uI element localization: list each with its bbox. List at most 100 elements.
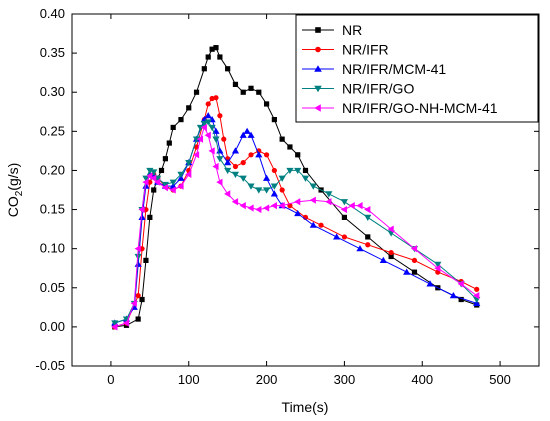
data-point — [196, 124, 205, 132]
data-point — [286, 167, 294, 175]
data-point — [147, 214, 153, 220]
data-point — [248, 152, 254, 158]
data-point — [216, 156, 224, 163]
data-point — [208, 124, 216, 132]
y-tick-label: 0.10 — [40, 241, 65, 256]
data-point — [387, 225, 394, 233]
data-point — [205, 54, 211, 60]
data-point — [204, 131, 211, 139]
data-point — [178, 117, 184, 123]
legend-marker — [315, 46, 321, 53]
data-point — [158, 167, 165, 174]
data-point — [186, 105, 192, 111]
data-point — [151, 187, 157, 193]
legend-label: NR/IFR — [342, 42, 389, 58]
y-axis-title: CO2(g/s) — [5, 163, 25, 218]
data-point — [212, 136, 220, 143]
legend-item: NR/IFR — [302, 42, 389, 58]
data-point — [247, 204, 254, 212]
legend-box — [295, 14, 539, 123]
data-point — [205, 101, 211, 107]
data-point — [388, 249, 394, 256]
data-point — [142, 175, 150, 182]
data-point — [356, 245, 364, 252]
data-point — [255, 187, 263, 194]
data-point — [341, 234, 348, 240]
y-tick-label: 0.30 — [40, 84, 65, 99]
data-point — [247, 183, 255, 190]
data-point — [270, 183, 278, 190]
data-point — [192, 151, 200, 159]
data-point — [458, 296, 464, 303]
data-point — [201, 66, 207, 72]
data-point — [365, 242, 371, 248]
data-point — [185, 160, 193, 167]
x-tick-label: 200 — [256, 372, 278, 387]
data-point — [161, 181, 169, 189]
data-point — [143, 257, 149, 263]
data-point — [177, 182, 184, 190]
data-point — [232, 81, 239, 87]
x-tick-label: 300 — [334, 372, 356, 387]
data-point — [240, 160, 246, 166]
data-point — [255, 205, 262, 214]
data-point — [216, 178, 223, 186]
x-tick-label: 0 — [107, 372, 114, 387]
data-point — [169, 186, 176, 194]
data-point — [340, 205, 348, 214]
data-point — [262, 187, 271, 194]
data-point — [170, 124, 176, 131]
data-point — [411, 269, 418, 275]
data-point — [294, 167, 302, 175]
data-point — [365, 234, 371, 240]
data-point — [403, 268, 411, 275]
data-point — [309, 221, 317, 228]
data-point — [231, 198, 239, 206]
y-tick-label: 0.00 — [40, 319, 65, 334]
data-point — [279, 136, 285, 142]
data-point — [139, 296, 145, 303]
y-tick-label: 0.20 — [40, 162, 65, 177]
data-point — [166, 140, 172, 146]
data-point — [474, 286, 480, 292]
data-point — [364, 214, 372, 221]
legend-marker — [314, 85, 322, 93]
data-point — [255, 151, 263, 158]
data-point — [278, 202, 285, 210]
data-point — [302, 167, 309, 174]
data-point — [185, 170, 192, 178]
data-point — [262, 204, 270, 212]
data-point — [457, 280, 464, 288]
data-point — [196, 135, 204, 143]
data-point — [231, 171, 240, 178]
data-point — [150, 169, 158, 176]
y-axis-title-rest: (g/s) — [5, 163, 21, 191]
x-axis: 0 100 200 300 400 500 — [107, 14, 511, 387]
data-point — [263, 101, 270, 107]
data-point — [134, 245, 141, 253]
y-tick-label: 0.40 — [40, 6, 65, 21]
y-tick-label: -0.05 — [35, 358, 65, 373]
x-axis-title: Time(s) — [282, 399, 329, 415]
data-point — [209, 46, 215, 52]
data-point — [193, 89, 200, 95]
data-point — [224, 167, 232, 175]
data-point — [340, 199, 349, 206]
data-point — [232, 163, 239, 170]
data-point — [426, 280, 434, 287]
data-point — [271, 117, 277, 123]
x-tick-label: 400 — [411, 372, 433, 387]
y-axis-title-sub: 2 — [14, 190, 25, 196]
data-point — [200, 120, 208, 128]
data-point — [146, 172, 153, 180]
legend-item: NR/IFR/GO-NH-MCM-41 — [302, 100, 498, 116]
data-point — [341, 214, 348, 220]
data-point — [434, 264, 441, 272]
data-point — [379, 256, 387, 263]
data-point — [410, 245, 418, 253]
data-point — [243, 127, 251, 134]
data-point — [162, 156, 168, 162]
data-point — [161, 184, 168, 192]
data-point — [262, 174, 271, 181]
